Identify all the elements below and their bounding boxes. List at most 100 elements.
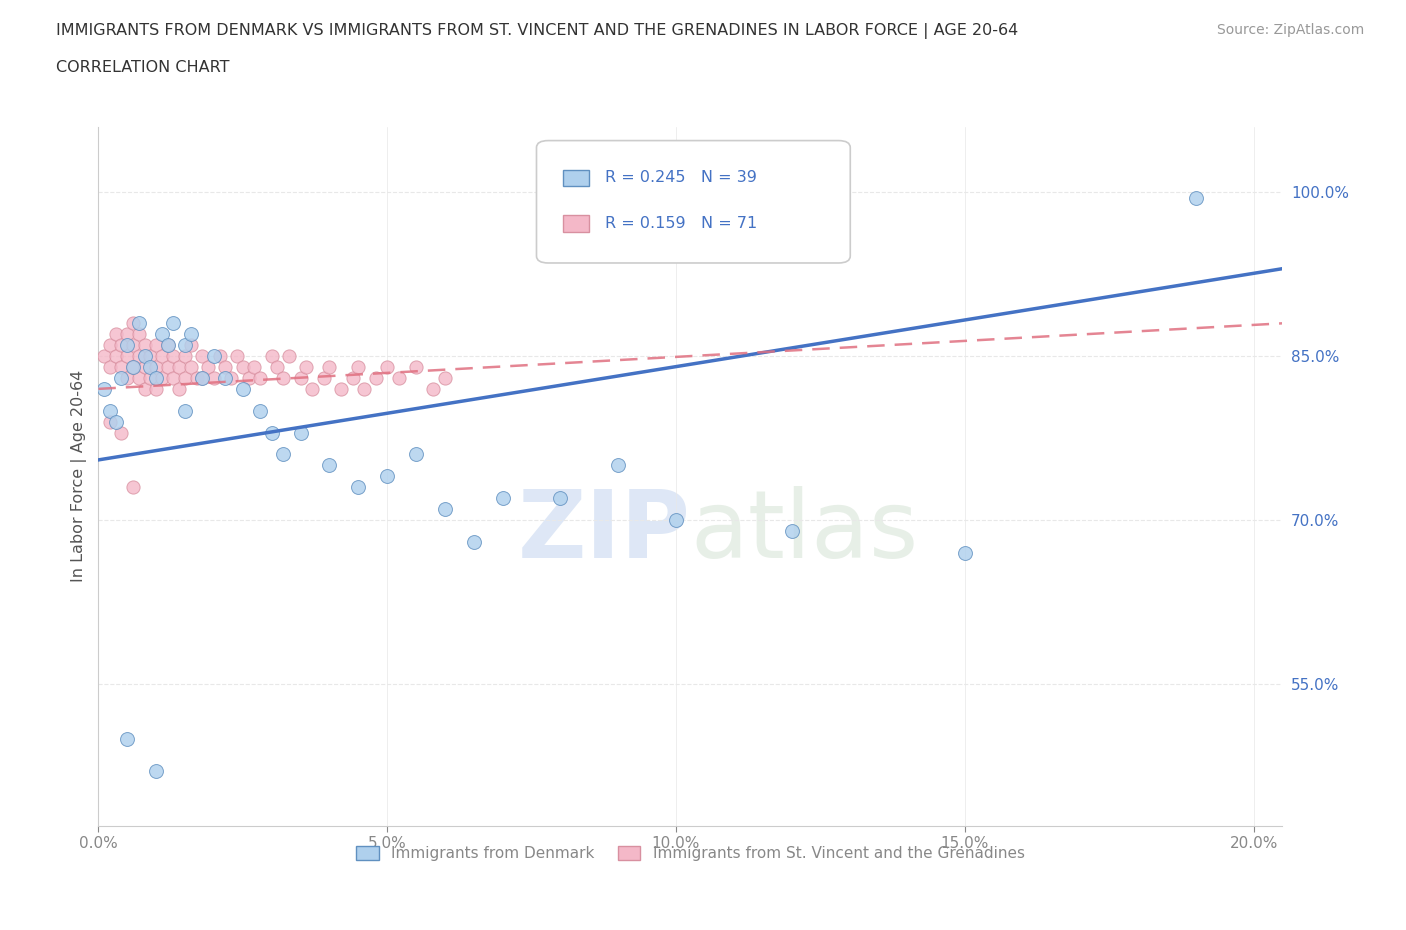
Point: [98, 338, 121, 352]
Point: [208, 349, 231, 364]
Point: [301, 381, 323, 396]
Point: [122, 360, 145, 375]
Y-axis label: In Labor Force | Age 20-64: In Labor Force | Age 20-64: [72, 370, 87, 582]
Point: [197, 360, 219, 375]
Point: [347, 360, 370, 375]
Point: [780, 524, 803, 538]
Point: [186, 370, 208, 385]
Point: [232, 381, 254, 396]
Point: [347, 480, 370, 495]
Point: [174, 338, 197, 352]
Point: [422, 381, 444, 396]
Text: ZIP: ZIP: [517, 486, 690, 578]
Point: [162, 370, 184, 385]
Point: [202, 370, 225, 385]
Point: [110, 370, 132, 385]
Point: [191, 349, 214, 364]
Point: [139, 360, 162, 375]
Point: [364, 370, 387, 385]
Point: [139, 370, 162, 385]
Point: [191, 370, 214, 385]
Point: [145, 764, 167, 778]
Point: [492, 491, 515, 506]
FancyBboxPatch shape: [562, 215, 589, 232]
Point: [139, 349, 162, 364]
Point: [375, 469, 398, 484]
Point: [156, 338, 179, 352]
Point: [150, 326, 173, 341]
Point: [550, 491, 572, 506]
Point: [128, 316, 150, 331]
Point: [318, 360, 340, 375]
Point: [191, 370, 214, 385]
Point: [249, 370, 271, 385]
Point: [271, 370, 294, 385]
Point: [156, 338, 179, 352]
Point: [122, 316, 145, 331]
Point: [433, 370, 456, 385]
Point: [98, 414, 121, 429]
Point: [607, 458, 630, 472]
FancyBboxPatch shape: [537, 140, 851, 263]
Point: [122, 338, 145, 352]
Point: [93, 381, 115, 396]
Point: [232, 360, 254, 375]
Point: [134, 381, 156, 396]
Point: [180, 326, 202, 341]
Point: [128, 370, 150, 385]
Point: [405, 360, 427, 375]
Point: [433, 501, 456, 516]
Point: [388, 370, 411, 385]
Point: [122, 360, 145, 375]
Point: [214, 360, 236, 375]
Point: [122, 480, 145, 495]
Point: [104, 414, 127, 429]
Point: [98, 360, 121, 375]
FancyBboxPatch shape: [562, 170, 589, 186]
Point: [115, 326, 138, 341]
Point: [167, 360, 190, 375]
Point: [115, 349, 138, 364]
Point: [156, 360, 179, 375]
Point: [150, 370, 173, 385]
Point: [128, 349, 150, 364]
Point: [174, 349, 197, 364]
Point: [174, 404, 197, 418]
Point: [249, 404, 271, 418]
Point: [180, 360, 202, 375]
Point: [260, 349, 283, 364]
Point: [167, 381, 190, 396]
Point: [145, 338, 167, 352]
Point: [290, 370, 312, 385]
Point: [93, 349, 115, 364]
Point: [128, 326, 150, 341]
Point: [271, 447, 294, 462]
Text: Source: ZipAtlas.com: Source: ZipAtlas.com: [1216, 23, 1364, 37]
Point: [214, 370, 236, 385]
Point: [329, 381, 352, 396]
Point: [278, 349, 301, 364]
Text: atlas: atlas: [690, 486, 918, 578]
Text: CORRELATION CHART: CORRELATION CHART: [56, 60, 229, 75]
Point: [145, 360, 167, 375]
Point: [104, 349, 127, 364]
Point: [180, 338, 202, 352]
Point: [226, 349, 249, 364]
Point: [290, 425, 312, 440]
Point: [145, 381, 167, 396]
Point: [405, 447, 427, 462]
Point: [134, 338, 156, 352]
Point: [1185, 191, 1208, 206]
Point: [110, 338, 132, 352]
Point: [115, 338, 138, 352]
Point: [110, 360, 132, 375]
Point: [238, 370, 260, 385]
Point: [134, 349, 156, 364]
Point: [174, 370, 197, 385]
Point: [202, 349, 225, 364]
Point: [134, 360, 156, 375]
Point: [353, 381, 375, 396]
Point: [665, 512, 688, 527]
Point: [463, 535, 485, 550]
Point: [145, 370, 167, 385]
